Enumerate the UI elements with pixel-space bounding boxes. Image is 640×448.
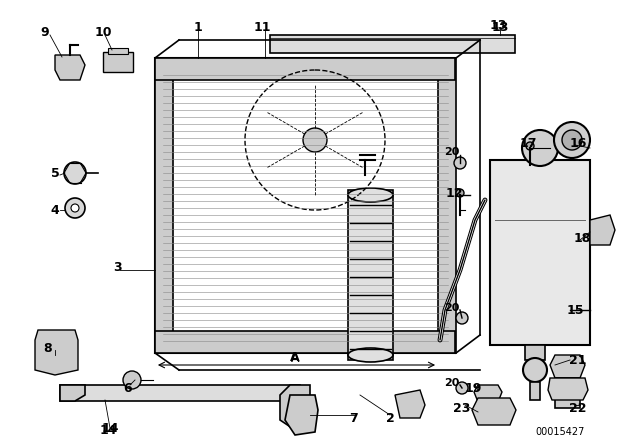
- Text: 11: 11: [253, 21, 271, 34]
- Text: 10: 10: [94, 26, 112, 39]
- Circle shape: [64, 162, 86, 184]
- Circle shape: [454, 157, 466, 169]
- Bar: [530, 382, 540, 400]
- Circle shape: [456, 189, 464, 197]
- Bar: [155, 331, 455, 353]
- Polygon shape: [55, 55, 85, 80]
- Bar: [490, 160, 590, 345]
- Text: 9: 9: [41, 26, 49, 39]
- Text: 13: 13: [490, 18, 507, 31]
- Polygon shape: [280, 385, 310, 430]
- Circle shape: [562, 130, 582, 150]
- Bar: [155, 58, 455, 353]
- Bar: [525, 345, 545, 360]
- Text: 6: 6: [124, 382, 132, 395]
- Text: 14: 14: [99, 423, 116, 436]
- Circle shape: [303, 128, 327, 152]
- Circle shape: [123, 371, 141, 389]
- Polygon shape: [472, 398, 516, 425]
- Text: 5: 5: [51, 167, 60, 180]
- Ellipse shape: [348, 188, 393, 202]
- Circle shape: [522, 130, 558, 166]
- Bar: [270, 35, 515, 53]
- Polygon shape: [60, 385, 85, 401]
- Text: 4: 4: [51, 203, 60, 216]
- Polygon shape: [285, 395, 318, 435]
- Polygon shape: [548, 378, 588, 400]
- Text: 21: 21: [569, 353, 587, 366]
- Text: 19: 19: [464, 382, 482, 395]
- Text: 00015427: 00015427: [535, 427, 585, 437]
- Bar: [555, 378, 580, 408]
- Text: 23: 23: [453, 401, 470, 414]
- Circle shape: [71, 204, 79, 212]
- Text: 3: 3: [114, 260, 122, 273]
- Circle shape: [65, 198, 85, 218]
- Polygon shape: [395, 390, 425, 418]
- Text: 20: 20: [444, 147, 460, 157]
- Circle shape: [523, 358, 547, 382]
- Polygon shape: [550, 355, 585, 378]
- Text: 14: 14: [101, 422, 119, 435]
- Bar: [155, 58, 455, 80]
- Circle shape: [456, 312, 468, 324]
- Bar: [155, 58, 173, 353]
- Text: 7: 7: [349, 412, 357, 425]
- Text: 17: 17: [519, 137, 537, 150]
- Circle shape: [456, 382, 468, 394]
- Circle shape: [554, 122, 590, 158]
- Text: 2: 2: [386, 412, 394, 425]
- Bar: [103, 52, 133, 72]
- Ellipse shape: [348, 348, 393, 362]
- Bar: [348, 190, 393, 360]
- Text: 8: 8: [44, 341, 52, 354]
- Text: 20: 20: [444, 303, 460, 313]
- Text: 13: 13: [492, 21, 509, 34]
- Polygon shape: [474, 385, 502, 402]
- Text: 12: 12: [445, 186, 463, 199]
- Polygon shape: [590, 215, 615, 245]
- Circle shape: [526, 142, 534, 150]
- Bar: [60, 385, 300, 401]
- Polygon shape: [35, 330, 78, 375]
- Text: A: A: [291, 352, 300, 365]
- Text: 20: 20: [444, 378, 460, 388]
- Text: 22: 22: [569, 401, 587, 414]
- Bar: [108, 48, 128, 54]
- Bar: [438, 58, 456, 353]
- Text: 16: 16: [570, 137, 587, 150]
- Text: 1: 1: [194, 21, 202, 34]
- Text: 18: 18: [573, 232, 591, 245]
- Text: 15: 15: [566, 303, 584, 316]
- Text: A: A: [290, 350, 300, 363]
